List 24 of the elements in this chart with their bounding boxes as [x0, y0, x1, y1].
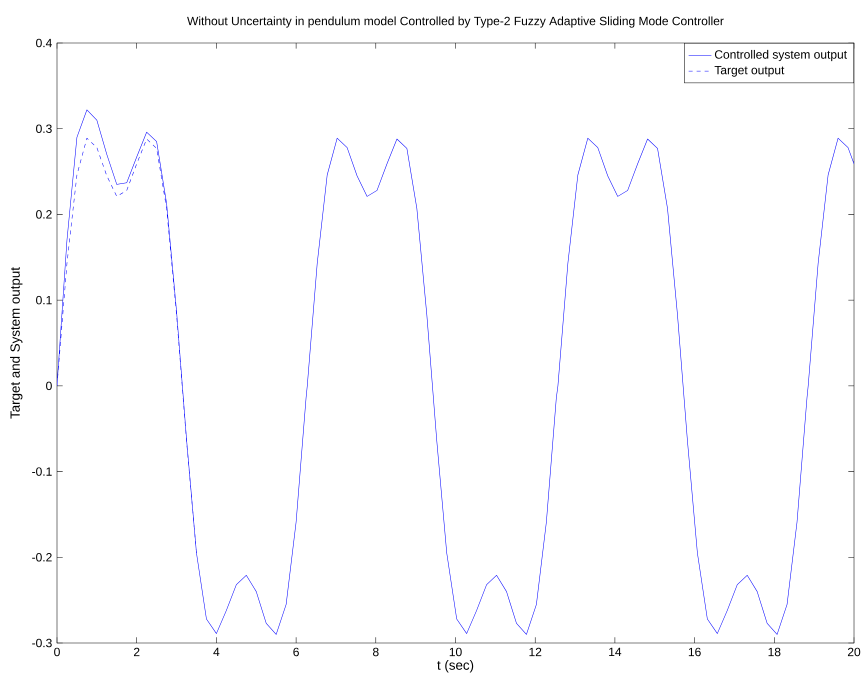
x-tick-label: 14: [609, 648, 622, 656]
chart-title: Without Uncertainty in pendulum model Controlled by Type-2 Fuzzy Adaptive Sliding Mode Controller: [187, 16, 724, 28]
y-tick-label: 0.2: [36, 210, 52, 219]
x-tick-label: 18: [768, 648, 780, 656]
x-tick-label: 6: [293, 648, 299, 656]
y-tick-label: -0.3: [32, 638, 52, 648]
x-tick-label: 2: [134, 648, 140, 656]
x-tick-label: 4: [213, 648, 220, 656]
legend-label: Target output: [714, 66, 784, 77]
x-tick-label: 10: [450, 648, 462, 656]
x-tick-label: 12: [529, 648, 542, 656]
legend-label: Controlled system output: [714, 50, 847, 62]
y-tick-label: 0: [46, 382, 52, 390]
y-tick-label: 0.4: [36, 38, 52, 48]
x-axis-title: t (sec): [437, 660, 474, 672]
y-axis-title: Target and System output: [10, 267, 22, 419]
x-tick-label: 16: [688, 648, 701, 656]
x-tick-label: 8: [372, 648, 379, 656]
x-tick-label: 0: [54, 648, 60, 656]
y-tick-label: 0.1: [36, 296, 52, 304]
x-tick-label: 20: [848, 648, 860, 656]
y-tick-label: 0.3: [36, 124, 52, 133]
y-tick-label: -0.1: [32, 467, 52, 476]
y-tick-label: -0.2: [32, 553, 52, 562]
